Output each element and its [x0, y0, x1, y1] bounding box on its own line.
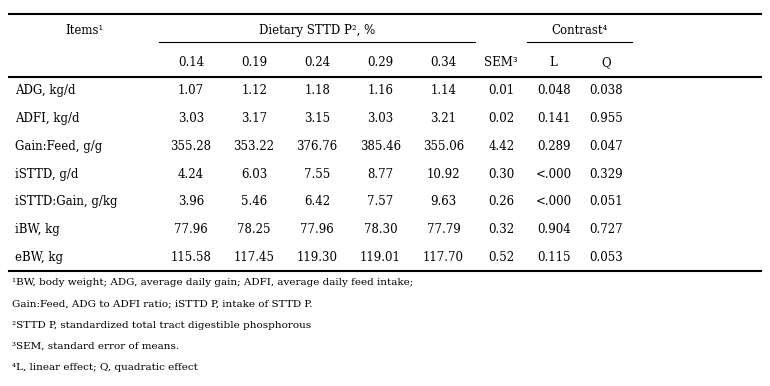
Text: 0.34: 0.34	[430, 56, 457, 69]
Text: 0.053: 0.053	[589, 251, 623, 264]
Text: 3.03: 3.03	[367, 112, 393, 125]
Text: 9.63: 9.63	[430, 195, 457, 208]
Text: eBW, kg: eBW, kg	[15, 251, 63, 264]
Text: ADFI, kg/d: ADFI, kg/d	[15, 112, 80, 125]
Text: iBW, kg: iBW, kg	[15, 223, 60, 236]
Text: 0.115: 0.115	[537, 251, 571, 264]
Text: ⁴L, linear effect; Q, quadratic effect: ⁴L, linear effect; Q, quadratic effect	[12, 363, 198, 372]
Text: 78.30: 78.30	[363, 223, 397, 236]
Text: 4.24: 4.24	[178, 168, 204, 181]
Text: 77.96: 77.96	[300, 223, 334, 236]
Text: 0.329: 0.329	[589, 168, 623, 181]
Text: 77.96: 77.96	[174, 223, 208, 236]
Text: 355.06: 355.06	[423, 140, 464, 153]
Text: 1.18: 1.18	[304, 84, 330, 97]
Text: 3.15: 3.15	[304, 112, 330, 125]
Text: 0.038: 0.038	[589, 84, 623, 97]
Text: <.000: <.000	[536, 195, 571, 208]
Text: 0.02: 0.02	[488, 112, 514, 125]
Text: ²STTD P, standardized total tract digestible phosphorous: ²STTD P, standardized total tract digest…	[12, 321, 311, 330]
Text: 0.24: 0.24	[304, 56, 330, 69]
Text: Contrast⁴: Contrast⁴	[551, 24, 608, 37]
Text: 0.051: 0.051	[589, 195, 623, 208]
Text: 0.047: 0.047	[589, 140, 623, 153]
Text: 78.25: 78.25	[237, 223, 271, 236]
Text: L: L	[550, 56, 557, 69]
Text: 117.70: 117.70	[423, 251, 464, 264]
Text: Gain:Feed, ADG to ADFI ratio; iSTTD P, intake of STTD P.: Gain:Feed, ADG to ADFI ratio; iSTTD P, i…	[12, 300, 313, 308]
Text: 0.19: 0.19	[241, 56, 267, 69]
Text: 1.14: 1.14	[430, 84, 457, 97]
Text: 3.17: 3.17	[241, 112, 267, 125]
Text: 0.01: 0.01	[488, 84, 514, 97]
Text: 0.32: 0.32	[488, 223, 514, 236]
Text: 10.92: 10.92	[427, 168, 460, 181]
Text: Items¹: Items¹	[65, 24, 103, 37]
Text: 0.141: 0.141	[537, 112, 571, 125]
Text: 0.30: 0.30	[488, 168, 514, 181]
Text: 376.76: 376.76	[296, 140, 338, 153]
Text: iSTTD, g/d: iSTTD, g/d	[15, 168, 79, 181]
Text: 0.29: 0.29	[367, 56, 393, 69]
Text: 1.07: 1.07	[178, 84, 204, 97]
Text: SEM³: SEM³	[484, 56, 518, 69]
Text: 7.57: 7.57	[367, 195, 393, 208]
Text: 355.28: 355.28	[170, 140, 212, 153]
Text: 6.03: 6.03	[241, 168, 267, 181]
Text: ³SEM, standard error of means.: ³SEM, standard error of means.	[12, 342, 179, 351]
Text: 3.03: 3.03	[178, 112, 204, 125]
Text: 6.42: 6.42	[304, 195, 330, 208]
Text: 0.048: 0.048	[537, 84, 571, 97]
Text: 4.42: 4.42	[488, 140, 514, 153]
Text: 0.289: 0.289	[537, 140, 571, 153]
Text: 7.55: 7.55	[304, 168, 330, 181]
Text: 3.96: 3.96	[178, 195, 204, 208]
Text: 119.01: 119.01	[360, 251, 401, 264]
Text: 115.58: 115.58	[170, 251, 212, 264]
Text: 0.727: 0.727	[589, 223, 623, 236]
Text: 117.45: 117.45	[233, 251, 275, 264]
Text: 77.79: 77.79	[427, 223, 460, 236]
Text: 0.26: 0.26	[488, 195, 514, 208]
Text: 119.30: 119.30	[296, 251, 338, 264]
Text: Q: Q	[601, 56, 611, 69]
Text: 8.77: 8.77	[367, 168, 393, 181]
Text: <.000: <.000	[536, 168, 571, 181]
Text: ¹BW, body weight; ADG, average daily gain; ADFI, average daily feed intake;: ¹BW, body weight; ADG, average daily gai…	[12, 278, 413, 287]
Text: 5.46: 5.46	[241, 195, 267, 208]
Text: 1.16: 1.16	[367, 84, 393, 97]
Text: 385.46: 385.46	[360, 140, 401, 153]
Text: 3.21: 3.21	[430, 112, 457, 125]
Text: 1.12: 1.12	[241, 84, 267, 97]
Text: 353.22: 353.22	[233, 140, 275, 153]
Text: Gain:Feed, g/g: Gain:Feed, g/g	[15, 140, 102, 153]
Text: iSTTD:Gain, g/kg: iSTTD:Gain, g/kg	[15, 195, 118, 208]
Text: ADG, kg/d: ADG, kg/d	[15, 84, 76, 97]
Text: 0.955: 0.955	[589, 112, 623, 125]
Text: 0.52: 0.52	[488, 251, 514, 264]
Text: Dietary STTD P², %: Dietary STTD P², %	[259, 24, 375, 37]
Text: 0.904: 0.904	[537, 223, 571, 236]
Text: 0.14: 0.14	[178, 56, 204, 69]
